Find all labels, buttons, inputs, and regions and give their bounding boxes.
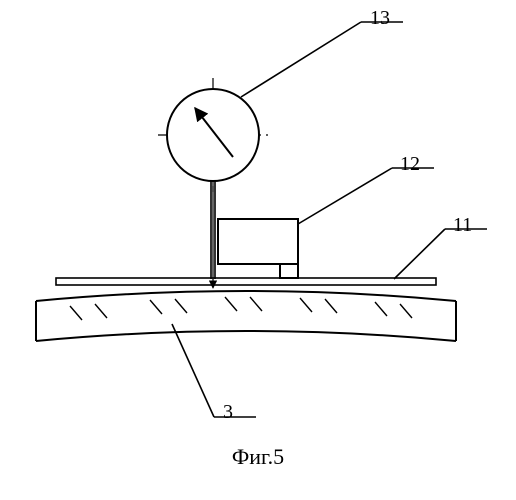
label-11: 11 — [453, 214, 472, 237]
diagram-svg — [0, 0, 516, 500]
figure-caption: Фиг.5 — [0, 444, 516, 470]
glass-part — [36, 291, 456, 341]
plate-part — [56, 278, 436, 285]
label-3: 3 — [223, 401, 233, 424]
bracket-part — [218, 219, 298, 278]
indicator-stem — [211, 181, 215, 288]
label-12: 12 — [400, 153, 420, 176]
gauge-part — [158, 78, 268, 192]
label-13: 13 — [370, 7, 390, 30]
